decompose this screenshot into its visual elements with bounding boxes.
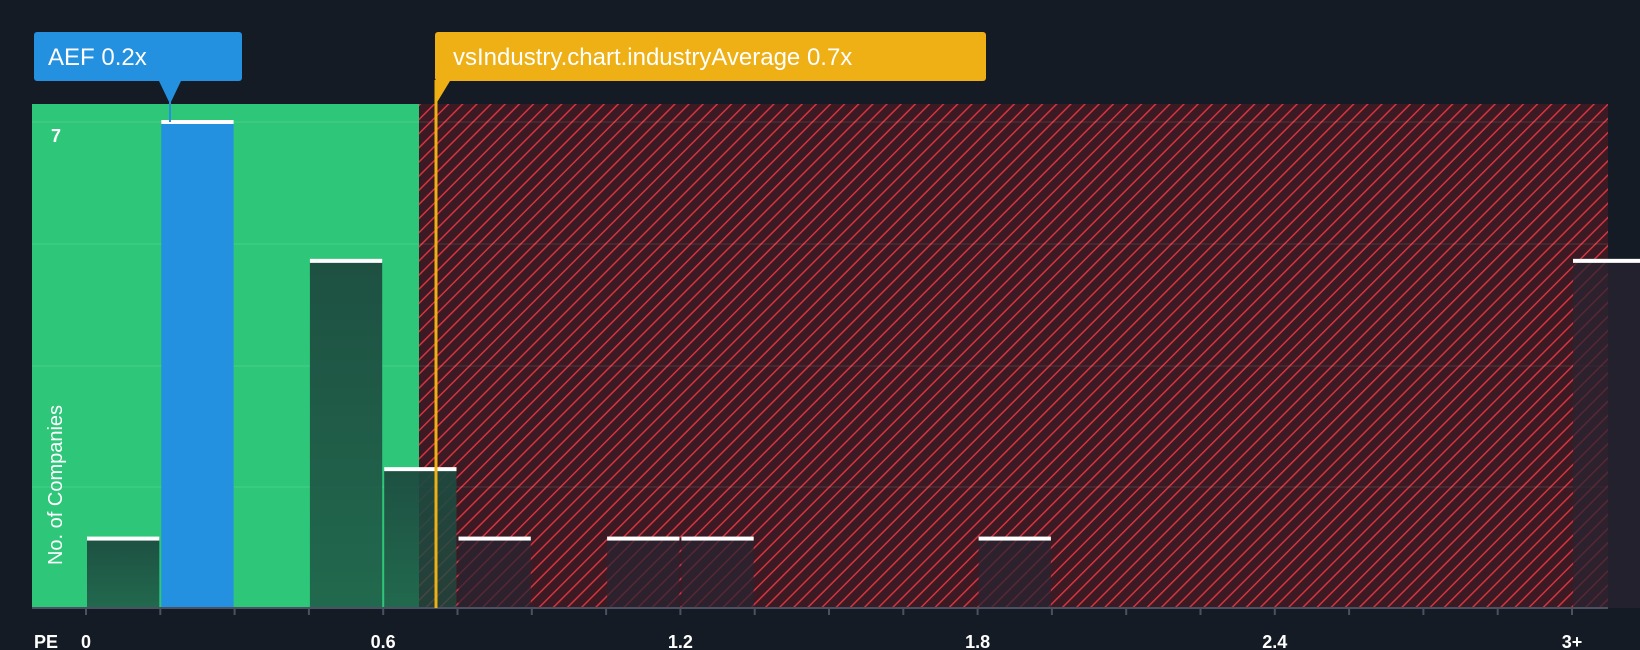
x-tick-labels: 0 0.6 1.2 1.8 2.4 3+ [81,632,1582,650]
company-callout-pointer [159,81,181,104]
bar-cap [87,536,160,541]
industry-callout-pointer [436,81,450,104]
histogram-bar [978,538,1051,608]
bar-cap [384,467,457,472]
x-tick-label: 1.2 [668,632,693,650]
company-callout: AEF 0.2x [34,32,242,104]
histogram-bar [87,538,160,608]
x-axis-label: PE [34,632,58,650]
histogram-bar [607,538,680,608]
industry-callout: vsIndustry.chart.industryAverage 0.7x [435,32,986,104]
histogram-bar [1573,260,1640,608]
bar-cap [978,536,1051,541]
bar-cap [161,120,234,124]
y-tick-label: 7 [51,126,61,146]
x-tick-label: 1.8 [965,632,990,650]
bad-zone [419,104,1608,608]
company-callout-label: AEF 0.2x [48,44,147,71]
x-tick-label: 2.4 [1262,632,1287,650]
industry-callout-label: vsIndustry.chart.industryAverage 0.7x [453,44,852,71]
gridlines [32,121,1608,488]
histogram-bar [309,260,383,608]
bar-cap [607,536,680,541]
industry-callout-box [435,32,986,81]
histogram-bar [681,538,754,608]
histogram-bars [87,120,1640,608]
x-tick-label: 3+ [1562,632,1583,650]
bar-cap [458,536,531,541]
histogram-bar [384,469,457,608]
company-bar [161,122,234,608]
x-tick-label: 0 [81,632,91,650]
y-axis-label: No. of Companies [45,405,67,565]
bar-cap [681,536,754,541]
bar-cap [1573,258,1640,263]
histogram-bar [458,538,531,608]
company-callout-box [34,32,242,81]
y-tick-labels: 7 [51,126,61,146]
bar-cap [309,258,383,263]
x-minor-ticks [85,608,1573,615]
x-tick-label: 0.6 [371,632,396,650]
